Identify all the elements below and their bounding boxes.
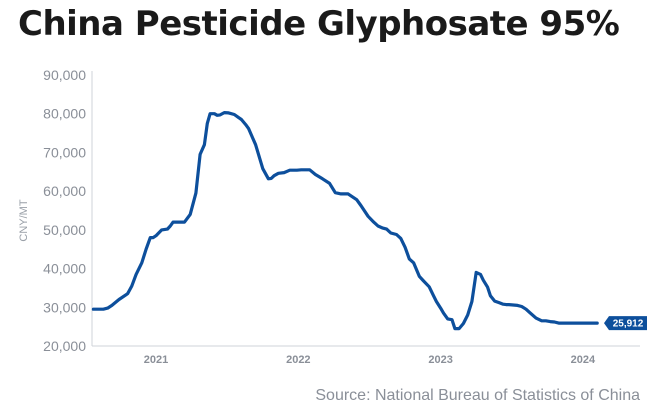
x-tick-label: 2022 <box>286 354 310 366</box>
x-tick-label: 2021 <box>144 354 168 366</box>
y-tick-label: 50,000 <box>43 222 86 238</box>
chart-title: China Pesticide Glyphosate 95% <box>18 4 620 44</box>
last-value-badge: 25,912 <box>604 316 647 331</box>
x-axis-ticks: 2021 2022 2023 2024 <box>144 354 596 366</box>
y-tick-label: 70,000 <box>43 144 86 160</box>
y-tick-label: 80,000 <box>43 106 86 122</box>
y-tick-label: 90,000 <box>43 67 86 83</box>
source-note: Source: National Bureau of Statistics of… <box>315 387 640 404</box>
y-axis-label: CNY/MT <box>18 199 30 241</box>
last-value-label: 25,912 <box>613 319 644 330</box>
y-tick-label: 20,000 <box>43 338 86 354</box>
y-tick-label: 40,000 <box>43 261 86 277</box>
x-tick-label: 2024 <box>571 354 596 366</box>
y-axis-ticks: 20,000 30,000 40,000 50,000 60,000 70,000 80,0… <box>43 67 86 354</box>
y-tick-label: 60,000 <box>43 183 86 199</box>
last-value-badge-bg <box>604 316 647 331</box>
x-tick-label: 2023 <box>428 354 452 366</box>
series-line <box>91 111 599 331</box>
y-tick-label: 30,000 <box>43 299 86 315</box>
